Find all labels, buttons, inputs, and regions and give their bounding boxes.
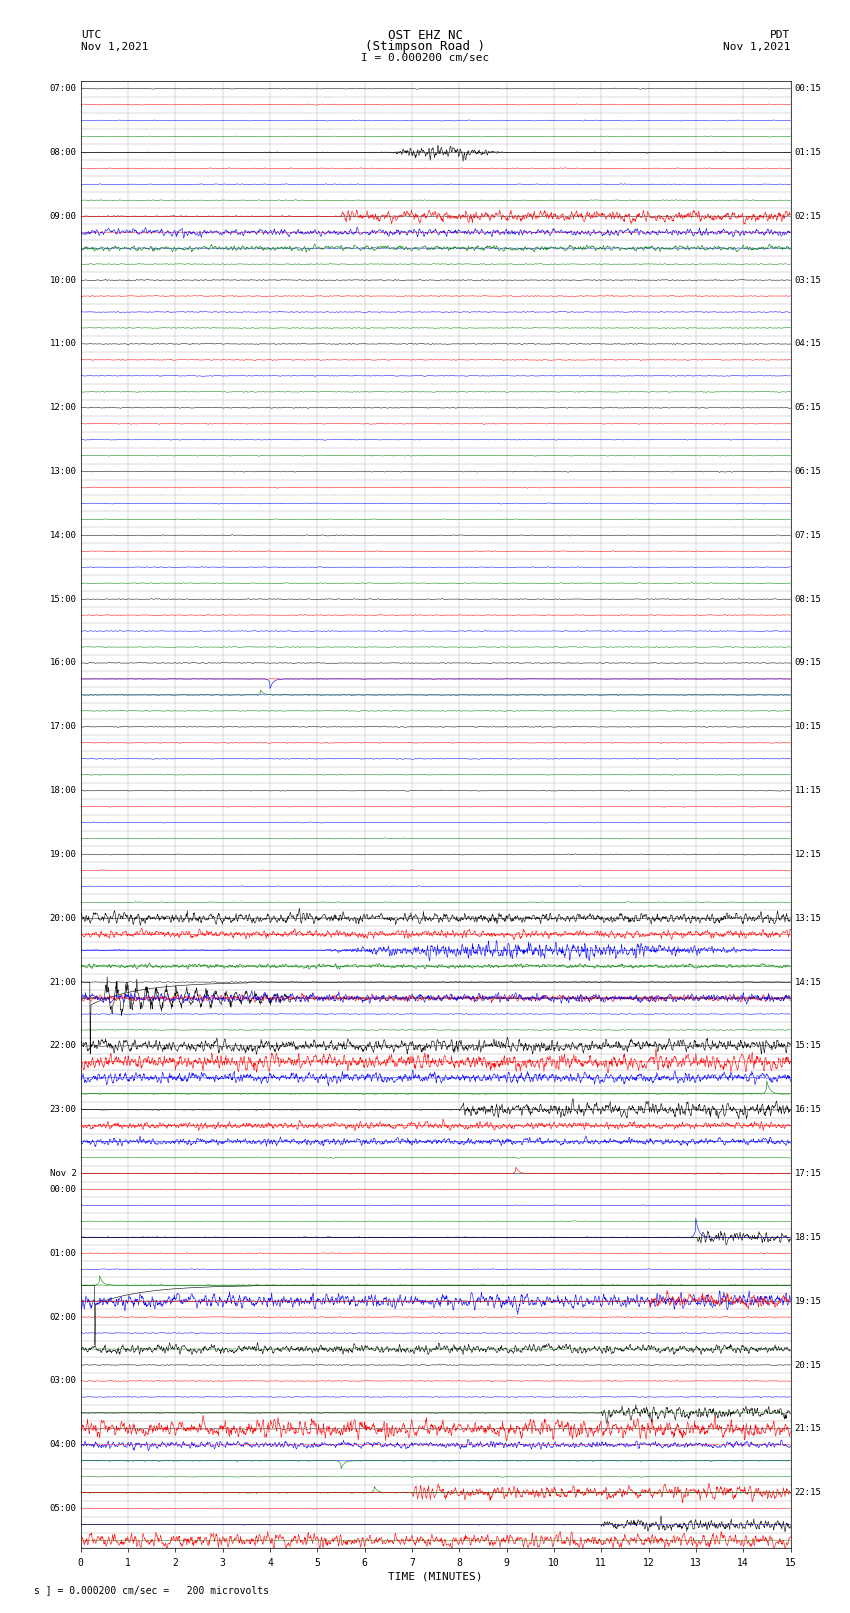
- Text: 17:15: 17:15: [795, 1169, 822, 1177]
- Text: 18:00: 18:00: [49, 786, 76, 795]
- Text: 11:15: 11:15: [795, 786, 822, 795]
- Text: 07:00: 07:00: [49, 84, 76, 94]
- Text: 04:00: 04:00: [49, 1440, 76, 1448]
- Text: 05:15: 05:15: [795, 403, 822, 413]
- Text: 12:00: 12:00: [49, 403, 76, 413]
- Text: 01:15: 01:15: [795, 148, 822, 156]
- Text: 11:00: 11:00: [49, 339, 76, 348]
- Text: 08:00: 08:00: [49, 148, 76, 156]
- Text: 09:15: 09:15: [795, 658, 822, 668]
- Text: 02:15: 02:15: [795, 211, 822, 221]
- Text: 18:15: 18:15: [795, 1232, 822, 1242]
- Text: 20:15: 20:15: [795, 1360, 822, 1369]
- Text: 16:00: 16:00: [49, 658, 76, 668]
- Text: 16:15: 16:15: [795, 1105, 822, 1115]
- Text: 20:00: 20:00: [49, 915, 76, 923]
- Text: 15:00: 15:00: [49, 595, 76, 603]
- Text: 01:00: 01:00: [49, 1248, 76, 1258]
- Text: 04:15: 04:15: [795, 339, 822, 348]
- Text: 13:00: 13:00: [49, 468, 76, 476]
- Text: 13:15: 13:15: [795, 915, 822, 923]
- Text: 12:15: 12:15: [795, 850, 822, 860]
- Text: 05:00: 05:00: [49, 1503, 76, 1513]
- Text: I = 0.000200 cm/sec: I = 0.000200 cm/sec: [361, 53, 489, 63]
- Text: Nov 1,2021: Nov 1,2021: [81, 42, 148, 52]
- Text: 08:15: 08:15: [795, 595, 822, 603]
- Text: 19:00: 19:00: [49, 850, 76, 860]
- Text: Nov 1,2021: Nov 1,2021: [723, 42, 791, 52]
- Text: 17:00: 17:00: [49, 723, 76, 731]
- Text: 03:15: 03:15: [795, 276, 822, 284]
- Text: 02:00: 02:00: [49, 1313, 76, 1321]
- Text: 14:15: 14:15: [795, 977, 822, 987]
- Text: PDT: PDT: [770, 31, 790, 40]
- Text: 22:15: 22:15: [795, 1489, 822, 1497]
- X-axis label: TIME (MINUTES): TIME (MINUTES): [388, 1571, 483, 1582]
- Text: 03:00: 03:00: [49, 1376, 76, 1386]
- Text: 09:00: 09:00: [49, 211, 76, 221]
- Text: UTC: UTC: [81, 31, 101, 40]
- Text: 10:15: 10:15: [795, 723, 822, 731]
- Text: (Stimpson Road ): (Stimpson Road ): [365, 40, 485, 53]
- Text: Nov 2: Nov 2: [49, 1169, 76, 1177]
- Text: OST EHZ NC: OST EHZ NC: [388, 29, 462, 42]
- Text: s ] = 0.000200 cm/sec =   200 microvolts: s ] = 0.000200 cm/sec = 200 microvolts: [34, 1586, 269, 1595]
- Text: 22:00: 22:00: [49, 1042, 76, 1050]
- Text: 07:15: 07:15: [795, 531, 822, 540]
- Text: 21:00: 21:00: [49, 977, 76, 987]
- Text: 10:00: 10:00: [49, 276, 76, 284]
- Text: 06:15: 06:15: [795, 468, 822, 476]
- Text: 00:00: 00:00: [49, 1186, 76, 1194]
- Text: 19:15: 19:15: [795, 1297, 822, 1305]
- Text: 14:00: 14:00: [49, 531, 76, 540]
- Text: 15:15: 15:15: [795, 1042, 822, 1050]
- Text: 23:00: 23:00: [49, 1105, 76, 1115]
- Text: 21:15: 21:15: [795, 1424, 822, 1434]
- Text: 00:15: 00:15: [795, 84, 822, 94]
